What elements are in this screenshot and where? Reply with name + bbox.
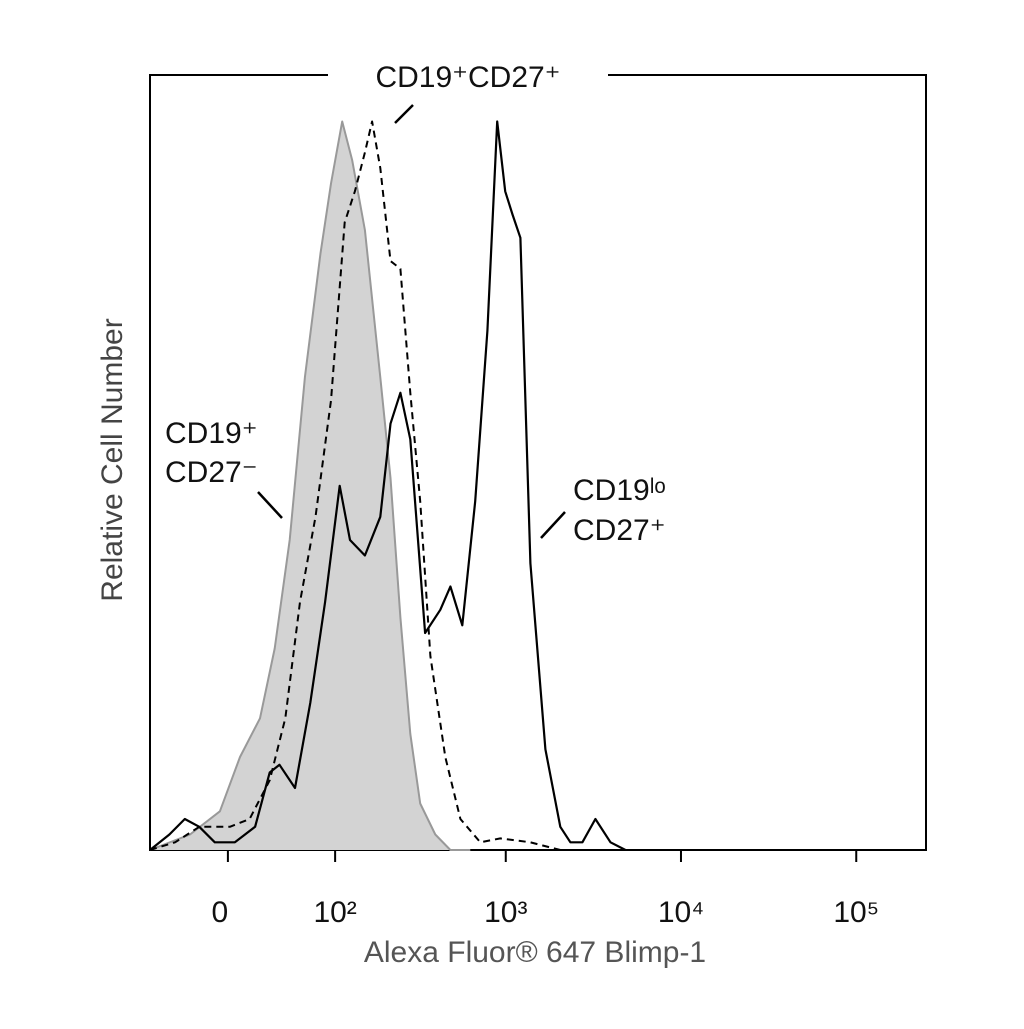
curve-label: CD19ˡᵒ	[573, 474, 666, 507]
x-tick-label: 0	[212, 896, 229, 929]
leader-line	[257, 491, 283, 519]
histogram-curve	[149, 120, 471, 851]
curve-label: CD27⁺	[573, 514, 666, 547]
histogram-curve	[149, 120, 601, 851]
curve-label: CD19⁺	[165, 417, 258, 450]
curve-label: CD19⁺CD27⁺	[375, 61, 560, 94]
leader-line	[394, 104, 414, 124]
curve-label: CD27⁻	[165, 456, 258, 489]
x-axis-label: Alexa Fluor® 647 Blimp-1	[364, 936, 706, 969]
leader-line	[540, 511, 566, 539]
histogram-curve	[149, 120, 627, 851]
label-background	[328, 57, 608, 97]
x-tick-label: 10⁴	[658, 896, 704, 929]
x-tick-label: 10⁵	[833, 896, 879, 929]
y-axis-label: Relative Cell Number	[96, 318, 129, 601]
x-tick-label: 10²	[313, 896, 356, 929]
x-tick-label: 10³	[484, 896, 527, 929]
